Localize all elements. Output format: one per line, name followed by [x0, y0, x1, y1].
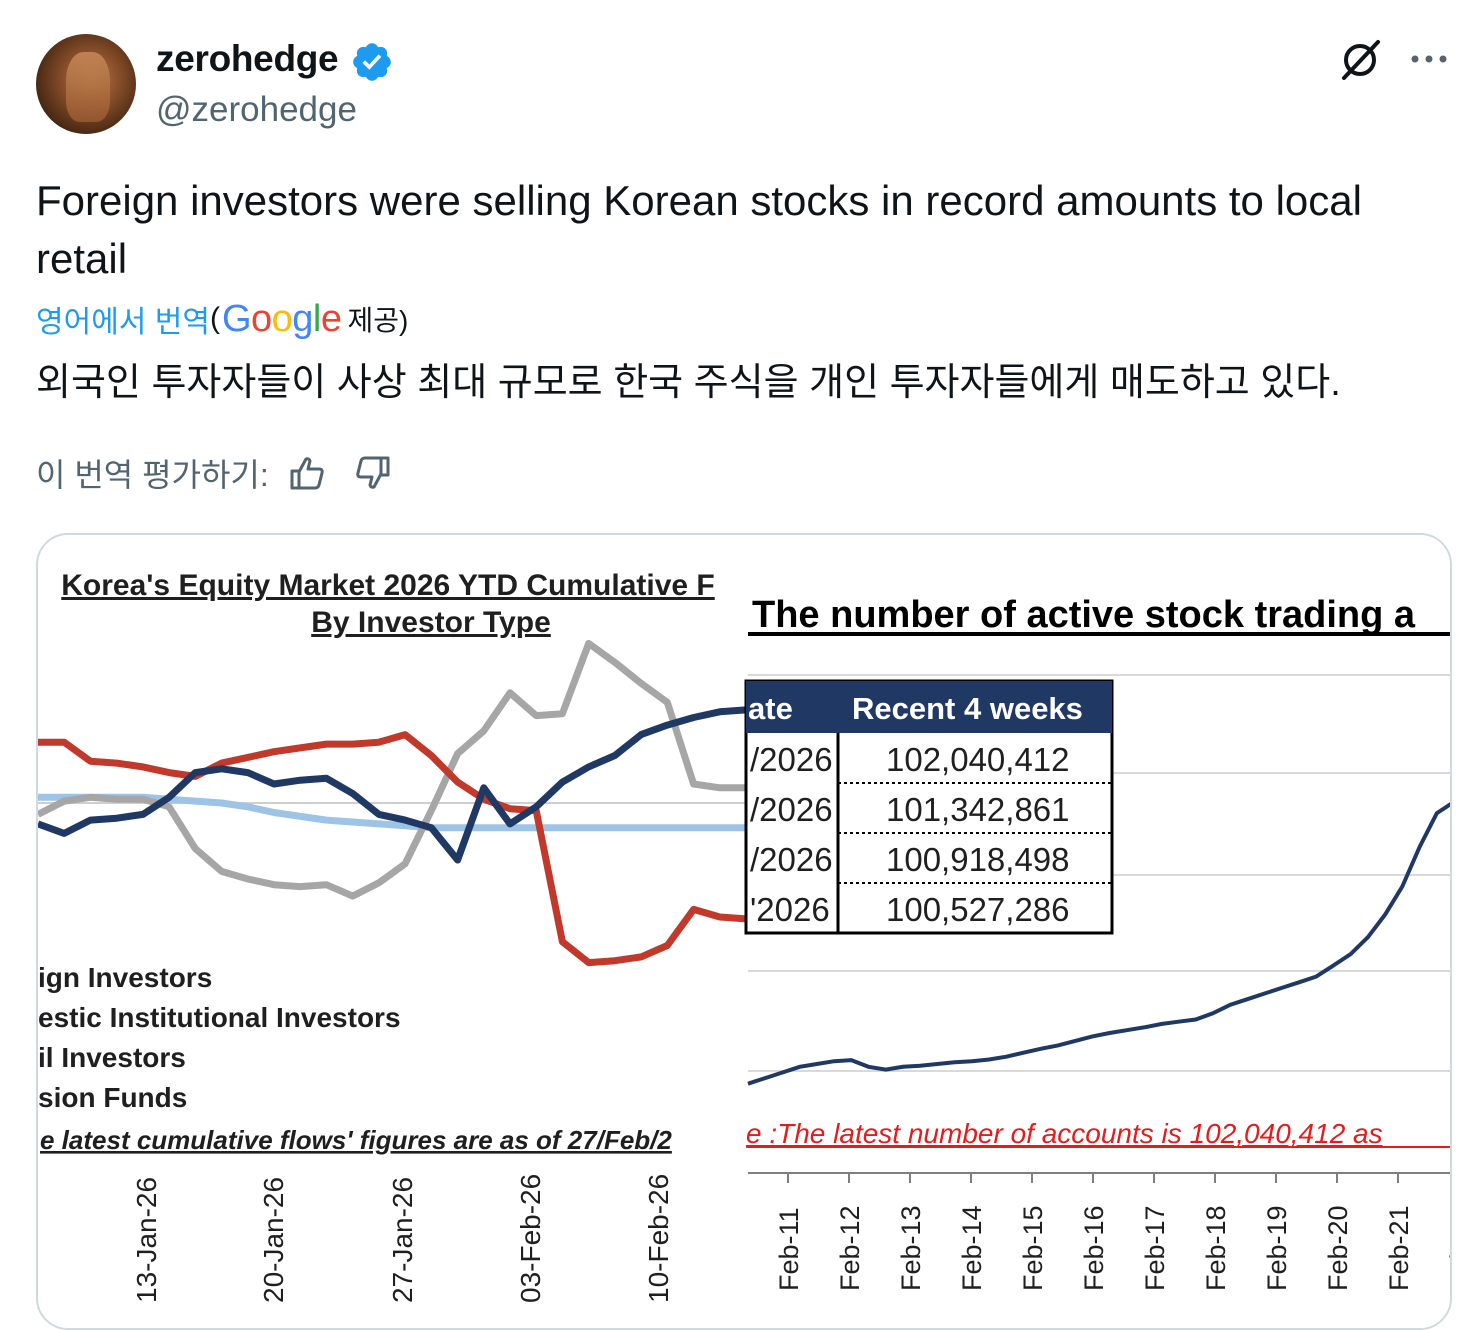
translation-attribution: 영어에서 번역 ( Google 제공): [36, 296, 408, 342]
x-tick-label: Feb-22: [1445, 1205, 1452, 1291]
x-tick-label: 10-Feb-26: [643, 1174, 674, 1303]
left-chart: Korea's Equity Market 2026 YTD Cumulativ…: [38, 569, 747, 1303]
avatar[interactable]: [36, 34, 136, 134]
thumbs-down-icon[interactable]: [353, 453, 393, 493]
x-tick-label: Feb-14: [957, 1205, 987, 1291]
x-tick-label: Feb-20: [1323, 1205, 1353, 1291]
charts-image: Korea's Equity Market 2026 YTD Cumulativ…: [38, 535, 1452, 1328]
table-cell-date: /2026: [750, 841, 833, 878]
x-tick-label: Feb-18: [1201, 1205, 1231, 1291]
series-line-1: [38, 706, 747, 864]
handle[interactable]: @zerohedge: [156, 90, 357, 129]
post-text: Foreign investors were selling Korean st…: [36, 177, 1362, 282]
x-tick-label: Feb-12: [835, 1205, 865, 1291]
table-cell-date: '2026: [750, 891, 830, 928]
grok-icon[interactable]: [1336, 36, 1384, 84]
legend-entry: ign Investors: [38, 962, 212, 993]
legend-entry: il Investors: [38, 1042, 186, 1073]
x-tick-label: 27-Jan-26: [387, 1177, 418, 1303]
x-tick-label: Feb-17: [1140, 1205, 1170, 1291]
right-chart-title: The number of active stock trading a: [752, 594, 1416, 636]
table-cell-value: 100,527,286: [886, 891, 1070, 928]
table-cell-date: /2026: [750, 791, 833, 828]
left-chart-title: Korea's Equity Market 2026 YTD Cumulativ…: [61, 569, 714, 602]
x-tick-label: Feb-21: [1384, 1205, 1414, 1291]
left-chart-note: e latest cumulative flows' figures are a…: [40, 1125, 672, 1155]
left-x-axis: 13-Jan-26 20-Jan-26 27-Jan-26 03-Feb-26 10-F…: [131, 1174, 674, 1303]
translated-from-link[interactable]: 영어에서 번역: [36, 306, 210, 339]
table-cell-value: 102,040,412: [886, 741, 1070, 778]
display-name[interactable]: zerohedge: [156, 38, 339, 79]
x-tick-label: Feb-16: [1079, 1205, 1109, 1291]
series-line-3: [38, 793, 746, 832]
left-series-group: [38, 639, 747, 967]
table-cell-date: /2026: [750, 741, 833, 778]
x-tick-label: 20-Jan-26: [258, 1177, 289, 1303]
table-header-bg: [746, 681, 1112, 733]
provided-by-label: 제공): [347, 305, 409, 336]
rate-translation-label: 이 번역 평가하기:: [36, 457, 269, 493]
table-header-cell: Recent 4 weeks: [852, 691, 1083, 726]
legend-entry: estic Institutional Investors: [38, 1002, 401, 1033]
table-cell-value: 100,918,498: [886, 841, 1070, 878]
legend-entry: sion Funds: [38, 1082, 187, 1113]
x-tick-label: 13-Jan-26: [131, 1177, 162, 1303]
right-x-axis: Feb-11 Feb-12 Feb-13 Feb-14 Feb-15 Feb-16 Feb-…: [774, 1173, 1452, 1291]
media-image[interactable]: Korea's Equity Market 2026 YTD Cumulativ…: [36, 533, 1452, 1330]
table-header-cell: ate: [748, 691, 793, 726]
translated-text: 외국인 투자자들이 사상 최대 규모로 한국 주식을 개인 투자자들에게 매도하…: [36, 362, 1341, 404]
left-legend: ign Investors estic Institutional Investo…: [38, 962, 401, 1113]
accounts-table: ate Recent 4 weeks/2026 102,040,412/2026 10…: [744, 679, 1114, 935]
google-logo: Google: [221, 297, 342, 340]
avatar-image: [66, 52, 110, 122]
right-chart: The number of active stock trading a ate…: [744, 594, 1452, 1291]
thumbs-up-icon[interactable]: [287, 453, 327, 493]
more-options-icon[interactable]: [1408, 44, 1450, 74]
left-chart-subtitle: By Investor Type: [311, 606, 551, 639]
accounts-series-line: [747, 802, 1450, 1086]
x-tick-label: Feb-15: [1018, 1205, 1048, 1291]
x-tick-label: Feb-13: [896, 1205, 926, 1291]
rate-translation: 이 번역 평가하기:: [36, 450, 393, 496]
verified-badge-icon: [353, 43, 391, 81]
series-line-0: [38, 731, 747, 967]
x-tick-label: 03-Feb-26: [515, 1174, 546, 1303]
table-cell-value: 101,342,861: [886, 791, 1070, 828]
right-chart-note: e :The latest number of accounts is 102,…: [746, 1118, 1383, 1149]
paren-open: (: [209, 302, 220, 335]
x-tick-label: Feb-11: [774, 1207, 804, 1291]
x-tick-label: Feb-19: [1262, 1205, 1292, 1291]
